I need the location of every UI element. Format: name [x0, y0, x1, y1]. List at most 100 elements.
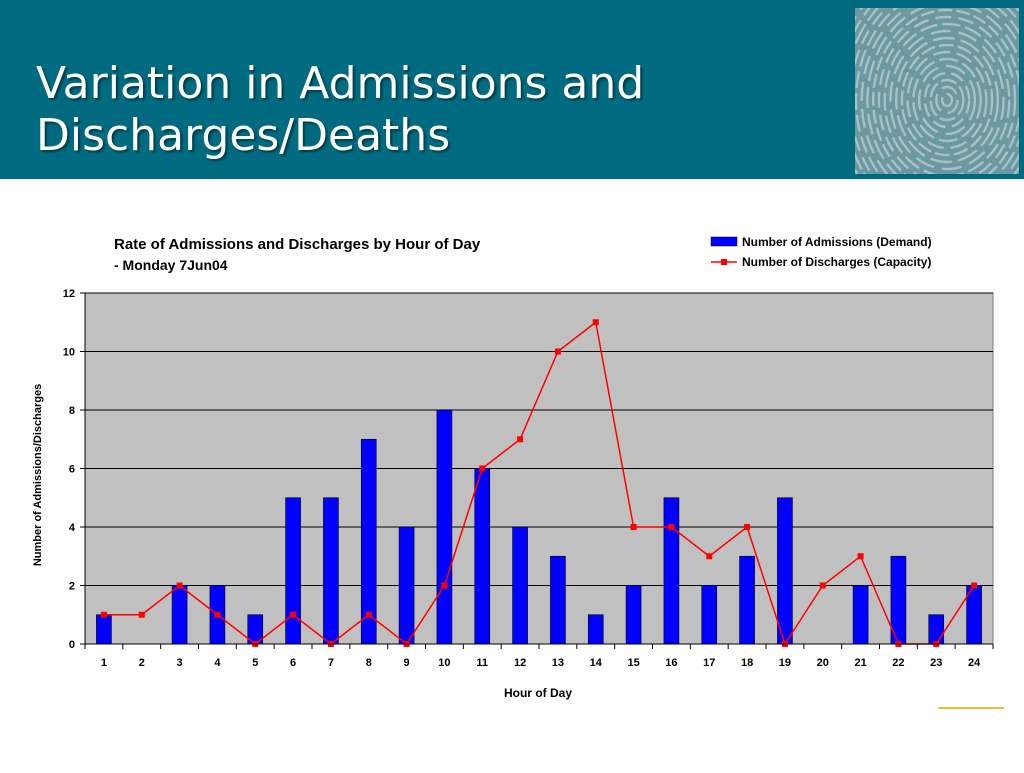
chart-subtitle: - Monday 7Jun04 [114, 257, 228, 273]
admission-bar [512, 526, 528, 645]
y-tick-label: 12 [63, 288, 75, 300]
thumbprint-ridge [940, 92, 954, 108]
x-tick-label: 6 [290, 657, 296, 669]
discharge-point [857, 553, 864, 560]
x-tick-label: 9 [404, 657, 410, 669]
legend-swatch-admissions [710, 236, 738, 247]
x-tick-label: 7 [328, 657, 334, 669]
thumbprint-ridge [894, 36, 1000, 164]
slide-title-line2: Discharges/Deaths [36, 110, 451, 161]
x-tick-label: 17 [703, 657, 715, 669]
discharge-point [214, 611, 221, 618]
x-tick-label: 18 [741, 657, 753, 669]
discharge-point [971, 582, 978, 589]
thumbprint-ridge [917, 64, 977, 136]
discharge-point [554, 348, 561, 355]
x-tick-label: 16 [665, 657, 677, 669]
admission-bar [587, 614, 604, 645]
thumbprint-ridge [923, 71, 971, 129]
x-tick-label: 10 [438, 657, 450, 669]
x-tick-label: 2 [139, 657, 145, 669]
x-tick-label: 13 [552, 657, 564, 669]
chart-legend: Number of Admissions (Demand) Number of … [710, 235, 932, 269]
x-tick-label: 11 [476, 657, 488, 669]
legend-label-admissions: Number of Admissions (Demand) [742, 235, 932, 249]
admission-bar [777, 497, 793, 645]
x-tick-label: 1 [101, 657, 107, 669]
admission-bar [474, 468, 491, 645]
admission-bar [96, 614, 112, 645]
thumbprint-ridge [883, 22, 1011, 174]
discharge-point [290, 611, 297, 618]
x-axis-label: Hour of Day [504, 686, 572, 700]
discharge-point [100, 611, 107, 618]
thumbprint-ridge [929, 78, 965, 122]
x-tick-label: 22 [892, 657, 904, 669]
admission-bar [928, 614, 945, 645]
y-tick-labels: 0 2 4 6 8 10 12 [63, 288, 76, 651]
thumbprint-ridge [912, 57, 982, 143]
x-tick-label: 3 [177, 657, 183, 669]
x-tick-label: 15 [627, 657, 639, 669]
discharge-point [365, 611, 372, 618]
discharge-point [819, 582, 826, 589]
y-tick-label: 8 [69, 405, 75, 417]
admission-bar [701, 585, 718, 645]
chart-container: Rate of Admissions and Discharges by Hou… [0, 179, 1024, 768]
admission-bar [550, 555, 566, 645]
legend-label-discharges: Number of Discharges (Capacity) [742, 255, 931, 269]
discharge-point [630, 524, 637, 530]
thumbprint-ridge [866, 8, 1019, 174]
thumbprint-ridge [906, 50, 988, 150]
x-tick-label: 24 [968, 657, 981, 669]
x-tick-label: 8 [366, 657, 372, 669]
slide-header: Variation in Admissions and Discharges/D… [0, 0, 1024, 179]
x-tick-label: 21 [854, 657, 866, 669]
thumbprint-ridge [877, 15, 1017, 174]
slide-title-line1: Variation in Admissions and [36, 58, 645, 109]
admission-bar [625, 585, 642, 645]
admission-bar [323, 497, 339, 645]
thumbprint-ridge [872, 8, 1019, 174]
admissions-discharges-chart: Rate of Admissions and Discharges by Hou… [32, 235, 994, 700]
y-axis-label: Number of Admissions/Discharges [32, 384, 44, 566]
thumbprint-ridge [889, 29, 1005, 171]
thumbprint-ridge [935, 85, 959, 115]
x-tick-label: 23 [930, 657, 942, 669]
y-tick-label: 10 [63, 347, 75, 359]
thumbprint-icon [855, 8, 1019, 174]
discharge-point [706, 553, 713, 560]
y-tick-label: 6 [69, 464, 75, 476]
discharge-point [138, 611, 145, 618]
x-tick-label: 4 [214, 657, 221, 669]
chart-axes [80, 292, 994, 649]
admission-bar [663, 497, 680, 645]
admission-bar [436, 409, 453, 645]
thumbprint-ridge [860, 8, 1019, 174]
discharge-point [668, 524, 675, 530]
slide-title: Variation in Admissions and Discharges/D… [36, 58, 644, 162]
y-tick-label: 4 [69, 522, 76, 534]
discharge-point [517, 436, 524, 443]
x-tick-label: 12 [514, 657, 526, 669]
discharges-line [103, 320, 975, 646]
admission-bar [852, 585, 869, 645]
admission-bar [398, 526, 415, 645]
chart-title: Rate of Admissions and Discharges by Hou… [114, 236, 481, 253]
accent-line [938, 707, 1004, 709]
discharge-point [479, 465, 486, 472]
x-tick-label: 19 [779, 657, 791, 669]
x-tick-label: 14 [590, 657, 603, 669]
x-tick-label: 5 [252, 657, 258, 669]
admission-bar [285, 497, 301, 645]
discharge-point [744, 524, 751, 530]
discharge-point [441, 582, 448, 589]
legend-swatch-discharges-marker [721, 259, 727, 265]
thumbprint-ridge [855, 8, 1019, 174]
y-tick-label: 0 [69, 639, 75, 651]
x-tick-label: 20 [817, 657, 829, 669]
y-tick-label: 2 [69, 581, 75, 593]
admission-bar [171, 585, 188, 645]
thumbprint-ridge [900, 43, 994, 157]
admission-bar [739, 555, 755, 645]
